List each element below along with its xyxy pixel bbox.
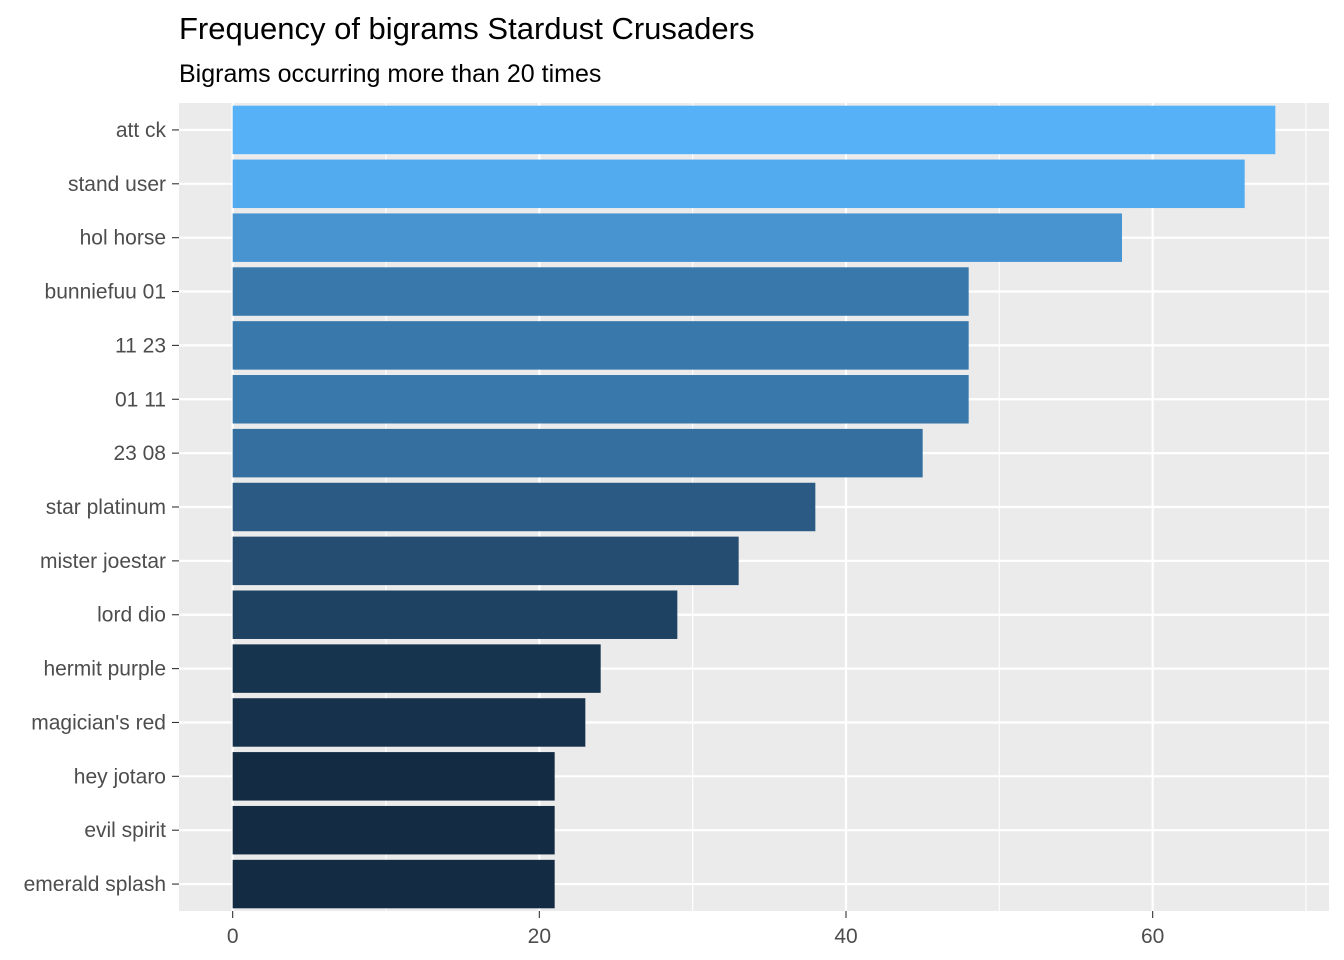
y-tick-label: evil spirit: [84, 819, 166, 842]
bar: [232, 428, 923, 478]
x-axis: 0 20 40 60: [227, 911, 1164, 948]
bar: [232, 321, 969, 370]
bar: [232, 105, 1276, 155]
x-tick-label: 20: [528, 925, 551, 948]
bar: [232, 159, 1245, 209]
bar: [232, 590, 678, 639]
y-tick-label: 11 23: [115, 334, 166, 357]
bar: [232, 644, 601, 693]
y-tick-label: magician's red: [31, 711, 166, 734]
y-tick-label: lord dio: [97, 604, 166, 627]
y-axis: att ck stand user hol horse bunniefuu 01 11 …: [24, 119, 179, 896]
bar: [232, 482, 816, 532]
x-tick-label: 0: [227, 925, 239, 948]
y-tick-label: hol horse: [80, 227, 166, 250]
y-tick-label: stand user: [68, 173, 166, 196]
bars: [232, 105, 1276, 909]
y-tick-label: 23 08: [113, 442, 166, 465]
bar: [232, 859, 555, 909]
bar: [232, 375, 969, 424]
chart-subtitle: Bigrams occurring more than 20 times: [179, 60, 602, 88]
y-tick-label: att ck: [116, 119, 167, 142]
x-tick-label: 40: [834, 925, 857, 948]
bar: [232, 536, 739, 586]
chart-title: Frequency of bigrams Stardust Crusaders: [179, 11, 755, 46]
y-tick-label: bunniefuu 01: [45, 281, 166, 304]
x-tick-label: 60: [1141, 925, 1164, 948]
y-tick-label: hermit purple: [43, 658, 166, 681]
bar: [232, 752, 555, 801]
y-tick-label: hey jotaro: [74, 765, 166, 788]
y-tick-label: emerald splash: [24, 873, 166, 896]
y-tick-label: 01 11: [115, 388, 166, 411]
bar: [232, 267, 969, 316]
bar: [232, 213, 1122, 262]
bar: [232, 805, 555, 855]
y-tick-label: mister joestar: [40, 550, 166, 573]
y-tick-label: star platinum: [46, 496, 166, 519]
bar: [232, 698, 586, 747]
